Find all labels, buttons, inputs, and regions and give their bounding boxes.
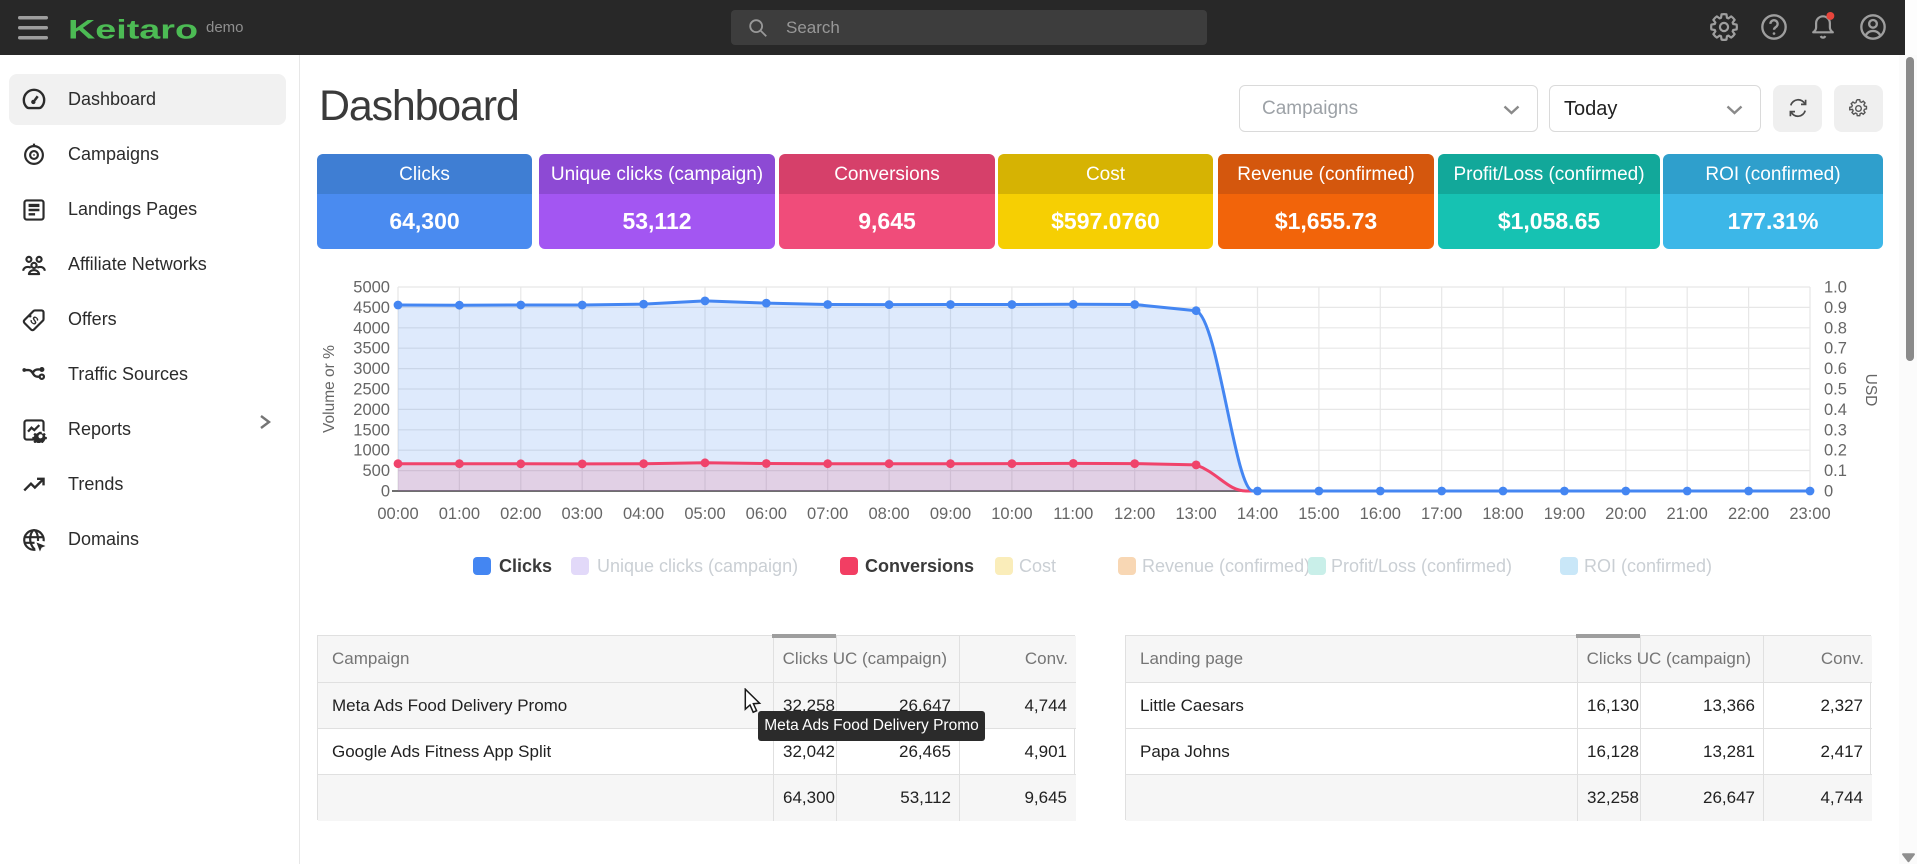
svg-text:0.9: 0.9 (1824, 299, 1847, 317)
svg-text:06:00: 06:00 (746, 505, 787, 523)
svg-text:04:00: 04:00 (623, 505, 664, 523)
svg-text:18:00: 18:00 (1482, 505, 1523, 523)
svg-text:0: 0 (381, 483, 390, 501)
svg-text:16:00: 16:00 (1360, 505, 1401, 523)
svg-text:23:00: 23:00 (1789, 505, 1830, 523)
svg-text:07:00: 07:00 (807, 505, 848, 523)
svg-text:3500: 3500 (353, 340, 390, 358)
svg-text:1.0: 1.0 (1824, 279, 1847, 297)
svg-text:19:00: 19:00 (1544, 505, 1585, 523)
svg-text:Keitaro: Keitaro (68, 15, 198, 45)
svg-text:08:00: 08:00 (868, 505, 909, 523)
svg-text:Volume or %: Volume or % (321, 345, 338, 433)
svg-text:15:00: 15:00 (1298, 505, 1339, 523)
svg-text:0.4: 0.4 (1824, 401, 1847, 419)
svg-text:0.2: 0.2 (1824, 442, 1847, 460)
svg-text:14:00: 14:00 (1237, 505, 1278, 523)
svg-text:21:00: 21:00 (1667, 505, 1708, 523)
svg-text:0.5: 0.5 (1824, 381, 1847, 399)
svg-text:20:00: 20:00 (1605, 505, 1646, 523)
svg-text:17:00: 17:00 (1421, 505, 1462, 523)
svg-text:05:00: 05:00 (684, 505, 725, 523)
svg-text:2000: 2000 (353, 401, 390, 419)
svg-text:01:00: 01:00 (439, 505, 480, 523)
svg-text:12:00: 12:00 (1114, 505, 1155, 523)
svg-text:0: 0 (1824, 483, 1833, 501)
svg-text:4000: 4000 (353, 319, 390, 337)
svg-text:00:00: 00:00 (377, 505, 418, 523)
svg-text:09:00: 09:00 (930, 505, 971, 523)
svg-text:5000: 5000 (353, 279, 390, 297)
svg-text:0.8: 0.8 (1824, 319, 1847, 337)
svg-text:0.3: 0.3 (1824, 421, 1847, 439)
svg-text:11:00: 11:00 (1053, 505, 1093, 523)
svg-text:4500: 4500 (353, 299, 390, 317)
svg-text:03:00: 03:00 (562, 505, 603, 523)
svg-text:0.1: 0.1 (1824, 462, 1847, 480)
svg-text:1000: 1000 (353, 442, 390, 460)
svg-text:0.7: 0.7 (1824, 340, 1847, 358)
svg-text:02:00: 02:00 (500, 505, 541, 523)
svg-text:13:00: 13:00 (1175, 505, 1216, 523)
svg-text:22:00: 22:00 (1728, 505, 1769, 523)
svg-text:1500: 1500 (353, 421, 390, 439)
svg-text:3000: 3000 (353, 360, 390, 378)
svg-text:0.6: 0.6 (1824, 360, 1847, 378)
svg-text:500: 500 (362, 462, 390, 480)
svg-text:USD: USD (1862, 374, 1879, 407)
svg-text:10:00: 10:00 (991, 505, 1032, 523)
svg-text:2500: 2500 (353, 381, 390, 399)
